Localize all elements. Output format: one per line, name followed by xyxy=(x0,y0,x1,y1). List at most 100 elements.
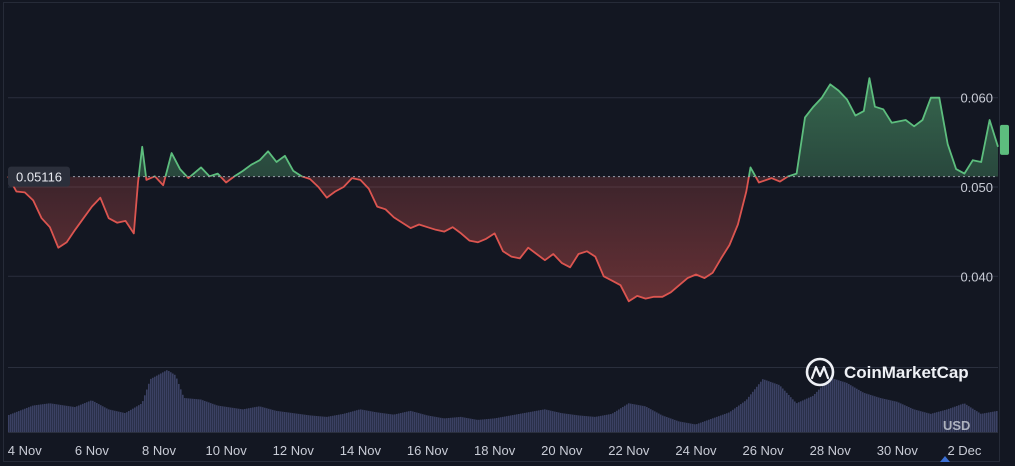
volume-bar xyxy=(340,414,342,432)
volume-bar xyxy=(602,415,604,432)
volume-bar xyxy=(490,418,492,432)
volume-bar xyxy=(520,413,522,432)
volume-bar xyxy=(194,398,196,432)
volume-bar xyxy=(278,411,280,432)
x-tick-label: 30 Nov xyxy=(877,443,919,458)
volume-bar xyxy=(128,411,130,432)
volume-bar xyxy=(624,405,626,432)
volume-bar xyxy=(588,416,590,432)
volume-bar xyxy=(54,404,56,432)
volume-bar xyxy=(798,402,800,432)
volume-bar xyxy=(534,411,536,432)
volume-bar xyxy=(548,410,550,432)
volume-bar xyxy=(606,414,608,432)
volume-bar xyxy=(680,421,682,432)
volume-bar xyxy=(722,414,724,432)
volume-bar xyxy=(166,370,168,432)
volume-bar xyxy=(484,419,486,432)
volume-bar xyxy=(92,400,94,432)
volume-bar xyxy=(648,408,650,432)
volume-bar xyxy=(720,415,722,432)
volume-bar xyxy=(678,421,680,432)
volume-bar xyxy=(972,408,974,432)
volume-bar xyxy=(730,411,732,432)
volume-bar xyxy=(718,416,720,432)
volume-bar xyxy=(378,412,380,432)
volume-bar xyxy=(694,424,696,432)
volume-bar xyxy=(480,419,482,432)
volume-bar xyxy=(950,408,952,432)
volume-bar xyxy=(50,403,52,432)
volume-bar xyxy=(556,412,558,432)
volume-bar xyxy=(464,417,466,432)
volume-bar xyxy=(264,407,266,432)
volume-bar xyxy=(688,423,690,432)
volume-bar xyxy=(150,378,152,432)
volume-bar xyxy=(650,409,652,432)
volume-bar xyxy=(848,384,850,432)
volume-bar xyxy=(564,413,566,432)
volume-bar xyxy=(906,406,908,432)
volume-bar xyxy=(328,416,330,432)
volume-bar xyxy=(504,416,506,432)
volume-bar xyxy=(512,415,514,432)
volume-bar xyxy=(222,406,224,432)
volume-bar xyxy=(444,418,446,432)
volume-bar xyxy=(482,419,484,432)
volume-bar xyxy=(274,410,276,432)
last-price-marker xyxy=(1000,124,1009,155)
volume-bar xyxy=(146,389,148,432)
volume-bar xyxy=(344,413,346,432)
volume-bar xyxy=(710,419,712,432)
volume-bar xyxy=(672,419,674,432)
volume-bar xyxy=(178,383,180,432)
volume-bar xyxy=(252,407,254,432)
volume-bar xyxy=(956,405,958,432)
volume-bar xyxy=(790,397,792,432)
volume-bar xyxy=(850,385,852,432)
volume-bar xyxy=(964,403,966,432)
x-tick-label: 26 Nov xyxy=(742,443,784,458)
volume-bar xyxy=(124,412,126,432)
volume-bar xyxy=(538,410,540,432)
volume-bar xyxy=(402,412,404,432)
volume-bar xyxy=(974,409,976,432)
volume-bar xyxy=(86,402,88,432)
volume-bar xyxy=(636,404,638,432)
volume-bar xyxy=(976,411,978,432)
volume-bar xyxy=(690,423,692,432)
volume-bar xyxy=(174,374,176,432)
volume-bar xyxy=(698,423,700,432)
volume-bar xyxy=(356,410,358,432)
volume-bar xyxy=(762,379,764,432)
volume-bar xyxy=(422,414,424,432)
volume-bar xyxy=(236,408,238,432)
volume-bar xyxy=(824,383,826,432)
volume-bar xyxy=(842,381,844,432)
volume-bar xyxy=(404,412,406,432)
volume-bar xyxy=(904,405,906,432)
volume-bar xyxy=(142,401,144,432)
volume-bar xyxy=(524,412,526,432)
volume-bar xyxy=(46,403,48,432)
volume-bar xyxy=(406,411,408,432)
volume-bar xyxy=(322,416,324,432)
volume-bar xyxy=(658,413,660,432)
volume-bar xyxy=(226,406,228,432)
volume-bar xyxy=(254,407,256,432)
volume-bar xyxy=(590,416,592,432)
volume-bar xyxy=(804,399,806,432)
volume-bar xyxy=(572,414,574,432)
volume-bar xyxy=(432,416,434,432)
volume-bar xyxy=(706,420,708,432)
volume-bar xyxy=(294,413,296,432)
volume-bar xyxy=(740,404,742,432)
volume-bar xyxy=(532,411,534,432)
volume-bar xyxy=(126,412,128,432)
volume-bar xyxy=(72,406,74,432)
currency-label: USD xyxy=(943,418,970,433)
volume-bar xyxy=(258,406,260,432)
volume-bar xyxy=(156,375,158,432)
